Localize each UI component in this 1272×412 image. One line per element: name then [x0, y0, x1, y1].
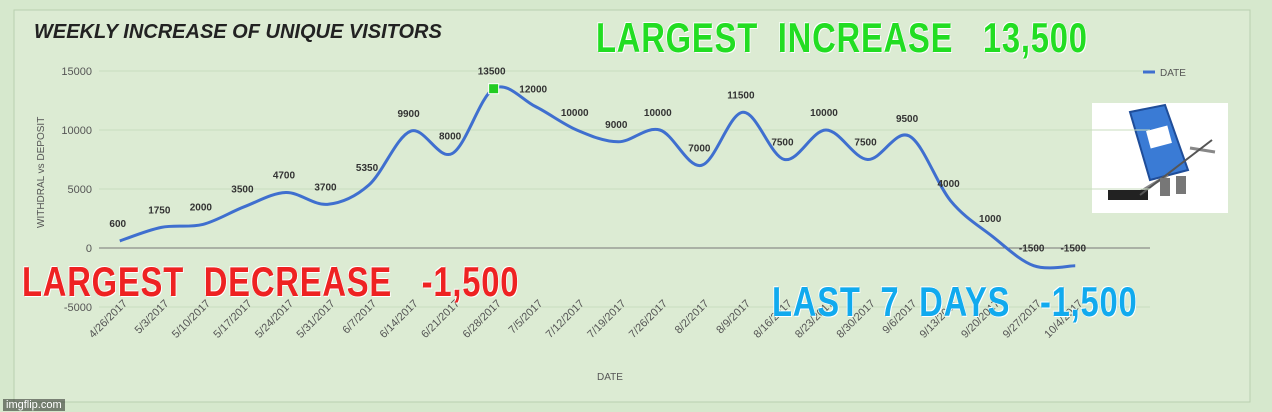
data-label: 7000	[688, 143, 711, 154]
highlight-marker	[488, 83, 500, 95]
y-tick-label: 0	[86, 243, 92, 255]
mascot-image	[1092, 103, 1228, 213]
data-label: 8000	[439, 132, 462, 143]
y-tick-label: 15000	[61, 66, 92, 78]
data-label: -1500	[1060, 244, 1086, 255]
data-label: 7500	[771, 138, 794, 149]
data-label: 10000	[561, 108, 589, 119]
data-label: 1750	[148, 205, 171, 216]
data-label: 4700	[273, 171, 296, 182]
annotation: LARGEST INCREASE 13,500	[596, 14, 1088, 61]
data-label: 12000	[519, 84, 547, 95]
data-label: 9500	[896, 114, 919, 125]
data-label: 1000	[979, 214, 1002, 225]
data-label: -1500	[1019, 244, 1045, 255]
line-series	[119, 85, 1076, 270]
chart-title: WEEKLY INCREASE OF UNIQUE VISITORS	[34, 21, 442, 43]
data-label: 10000	[810, 108, 838, 119]
data-label: 3700	[314, 182, 337, 193]
chart-background	[13, 9, 1251, 403]
data-label: 3500	[231, 185, 254, 196]
y-tick-label: -5000	[64, 302, 92, 314]
x-axis-label: DATE	[597, 372, 623, 383]
data-label: 11500	[727, 90, 755, 101]
y-axis-label: WITHDRAL vs DEPOSIT	[36, 117, 47, 228]
watermark: imgflip.com	[3, 399, 65, 411]
data-label: 13500	[478, 67, 506, 78]
data-label: 4000	[937, 179, 960, 190]
annotation: LARGEST DECREASE -1,500	[22, 258, 520, 305]
data-label: 7500	[854, 138, 877, 149]
data-label: 10000	[644, 108, 672, 119]
y-tick-label: 5000	[68, 184, 92, 196]
legend-label: DATE	[1160, 68, 1186, 79]
data-label: 2000	[190, 202, 213, 213]
data-label: 5350	[356, 163, 379, 174]
annotation: LAST 7 DAYS -1,500	[772, 278, 1138, 325]
data-label: 9000	[605, 120, 628, 131]
y-tick-label: 10000	[61, 125, 92, 137]
data-label: 600	[109, 219, 126, 230]
data-label: 9900	[397, 109, 420, 120]
